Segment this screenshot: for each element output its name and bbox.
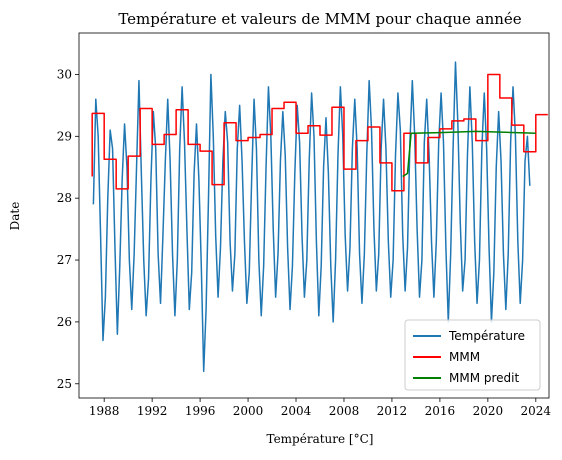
y-tick-label: 25 [57, 377, 72, 391]
x-tick-label: 1988 [89, 404, 120, 418]
x-tick-label: 2000 [233, 404, 264, 418]
x-tick-label: 2004 [281, 404, 312, 418]
legend: Température MMM MMM predit [405, 320, 540, 390]
x-tick-label: 2008 [329, 404, 360, 418]
y-tick-label: 27 [57, 253, 72, 267]
y-tick-label: 30 [57, 67, 72, 81]
y-tick-label: 29 [57, 129, 72, 143]
x-tick-label: 1992 [137, 404, 168, 418]
x-tick-label: 2020 [473, 404, 504, 418]
legend-label-1: Température [448, 329, 525, 343]
chart-title: Température et valeurs de MMM pour chaqu… [118, 10, 521, 28]
x-tick-label: 1996 [185, 404, 216, 418]
legend-label-3: MMM predit [449, 371, 519, 385]
series-line-2 [92, 74, 548, 190]
legend-label-2: MMM [449, 350, 480, 364]
y-axis-label: Date [8, 202, 22, 231]
x-tick-label: 2012 [377, 404, 408, 418]
y-tick-label: 26 [57, 315, 72, 329]
x-tick-label: 2024 [521, 404, 552, 418]
y-tick-label: 28 [57, 191, 72, 205]
x-axis-label: Température [°C] [267, 432, 374, 446]
x-tick-label: 2016 [425, 404, 456, 418]
